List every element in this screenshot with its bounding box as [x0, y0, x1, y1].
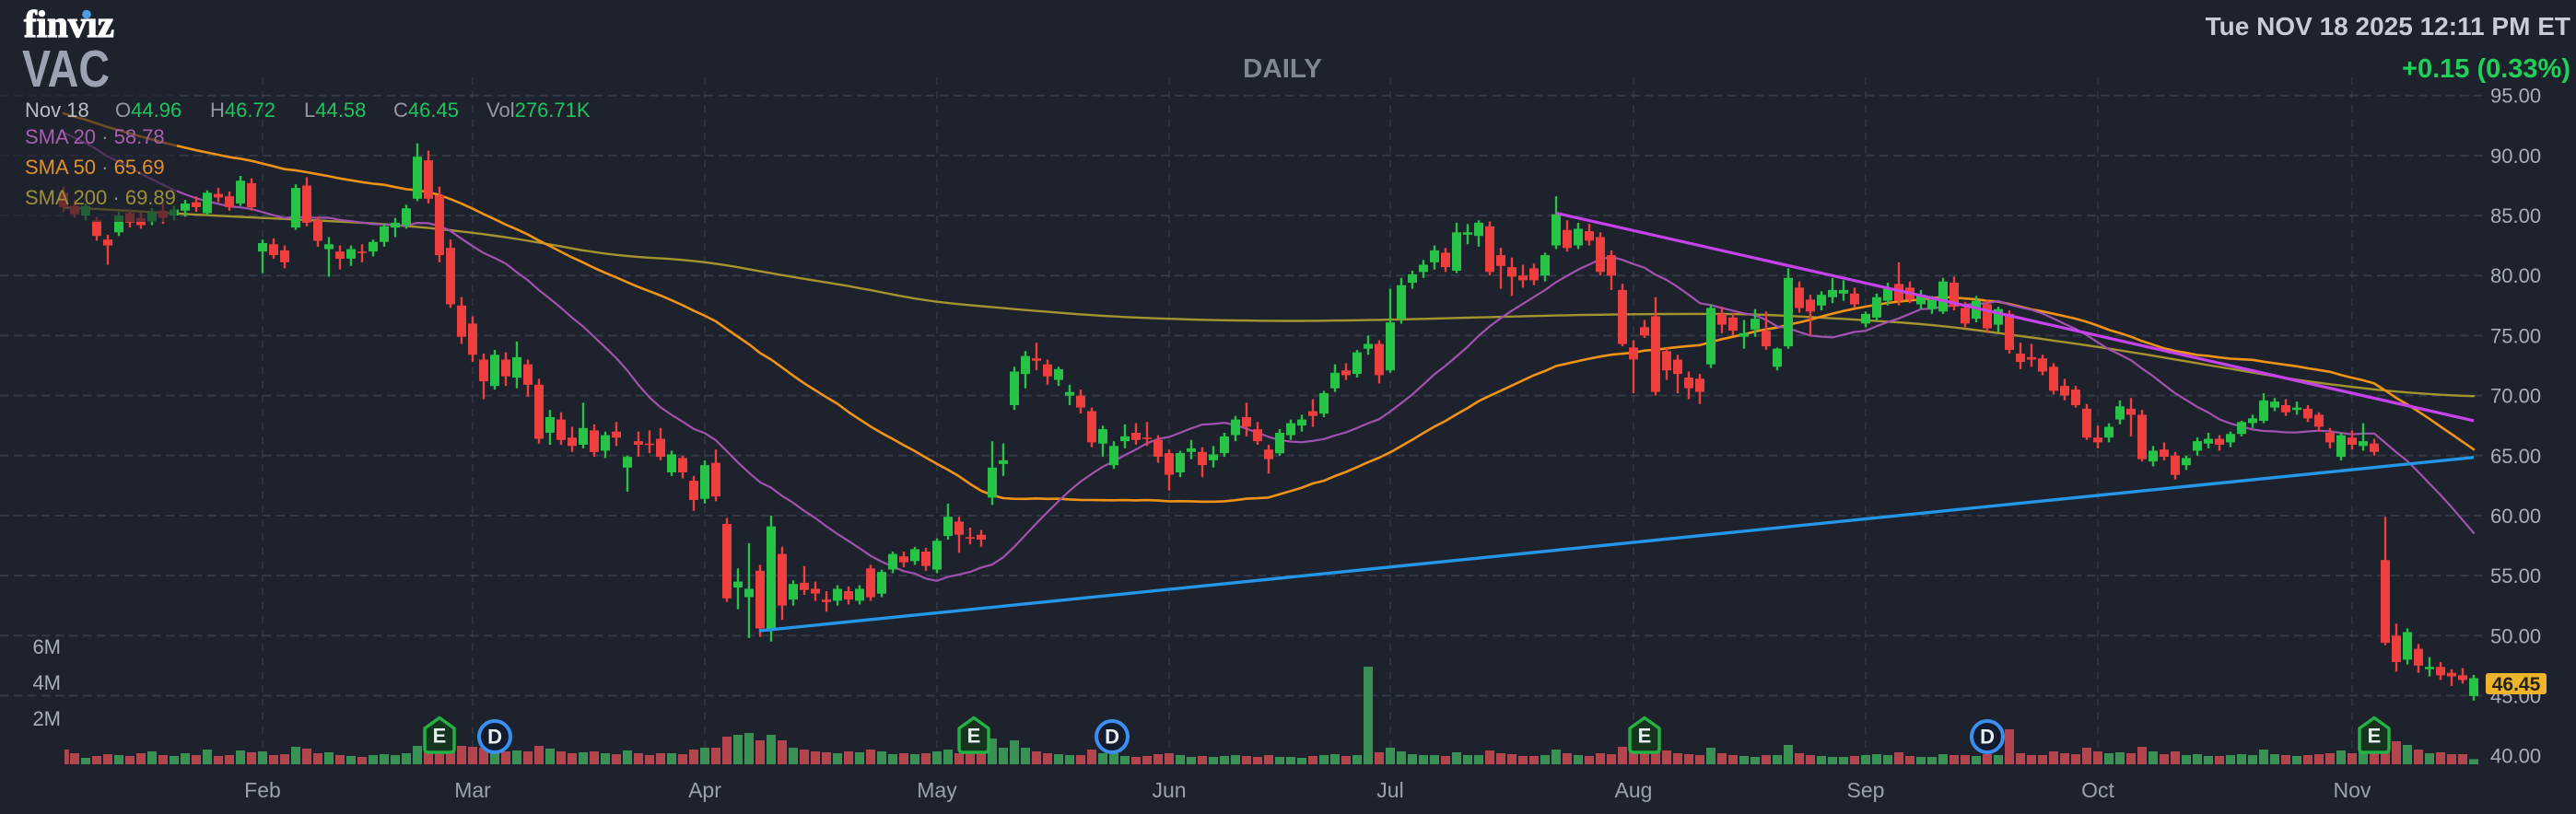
- svg-text:40.00: 40.00: [2490, 745, 2541, 768]
- svg-text:4M: 4M: [32, 671, 61, 694]
- svg-text:85.00: 85.00: [2490, 204, 2541, 227]
- svg-text:C46.45: C46.45: [393, 99, 459, 122]
- svg-text:46.45: 46.45: [2492, 674, 2541, 695]
- svg-text:50.00: 50.00: [2490, 624, 2541, 647]
- svg-text:D: D: [487, 726, 502, 749]
- svg-text:Jul: Jul: [1376, 778, 1403, 802]
- svg-text:E: E: [1638, 725, 1652, 748]
- svg-text:Jun: Jun: [1152, 778, 1186, 802]
- svg-text:95.00: 95.00: [2490, 85, 2541, 108]
- svg-text:70.00: 70.00: [2490, 385, 2541, 408]
- svg-text:Feb: Feb: [244, 778, 281, 802]
- svg-text:E: E: [2368, 725, 2382, 748]
- svg-text:60.00: 60.00: [2490, 505, 2541, 528]
- svg-text:O44.96: O44.96: [115, 99, 181, 122]
- svg-text:finvız: finvız: [24, 3, 114, 45]
- svg-text:Nov: Nov: [2334, 778, 2371, 802]
- svg-text:Nov 18: Nov 18: [25, 99, 89, 122]
- svg-text:Mar: Mar: [454, 778, 491, 802]
- svg-text:+0.15 (0.33%): +0.15 (0.33%): [2402, 54, 2570, 84]
- svg-text:D: D: [1980, 726, 1995, 749]
- svg-text:H46.72: H46.72: [210, 99, 275, 122]
- svg-text:2M: 2M: [32, 707, 61, 730]
- svg-text:E: E: [433, 725, 447, 748]
- svg-text:Oct: Oct: [2081, 778, 2114, 802]
- svg-text:SMA 200 · 69.89: SMA 200 · 69.89: [25, 186, 176, 209]
- svg-text:DAILY: DAILY: [1243, 54, 1322, 84]
- svg-text:55.00: 55.00: [2490, 564, 2541, 587]
- svg-text:L44.58: L44.58: [304, 99, 366, 122]
- svg-text:65.00: 65.00: [2490, 445, 2541, 468]
- svg-text:E: E: [967, 725, 981, 748]
- svg-text:Aug: Aug: [1615, 778, 1653, 802]
- svg-text:SMA 20 · 58.78: SMA 20 · 58.78: [25, 125, 165, 148]
- svg-text:6M: 6M: [32, 635, 61, 658]
- svg-text:90.00: 90.00: [2490, 145, 2541, 168]
- svg-text:VAC: VAC: [22, 40, 110, 99]
- svg-text:Apr: Apr: [688, 778, 721, 802]
- svg-text:75.00: 75.00: [2490, 324, 2541, 347]
- svg-text:SMA 50 · 65.69: SMA 50 · 65.69: [25, 156, 165, 179]
- svg-text:May: May: [917, 778, 957, 802]
- svg-text:D: D: [1105, 726, 1119, 749]
- svg-text:Tue NOV 18 2025 12:11 PM ET: Tue NOV 18 2025 12:11 PM ET: [2206, 12, 2570, 41]
- svg-text:80.00: 80.00: [2490, 264, 2541, 287]
- svg-text:Vol276.71K: Vol276.71K: [486, 99, 591, 122]
- svg-text:Sep: Sep: [1847, 778, 1885, 802]
